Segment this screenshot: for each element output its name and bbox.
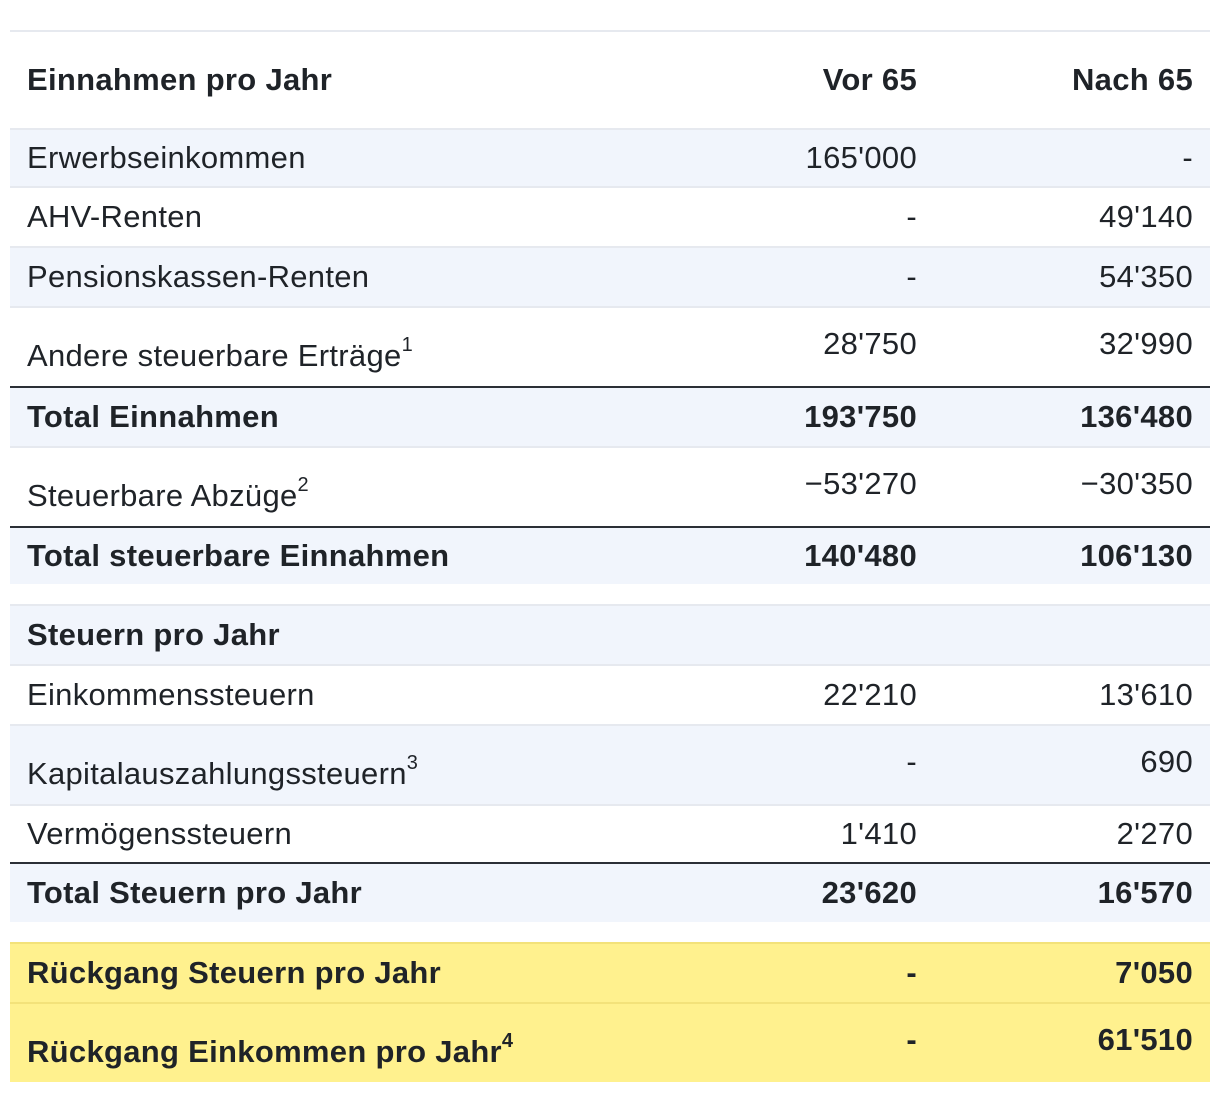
row-value-after: 61'510 [1097, 1022, 1193, 1057]
row-value-before: - [906, 199, 917, 234]
row-value-after: −30'350 [1080, 466, 1193, 501]
row-value-before: 28'750 [823, 326, 917, 361]
row-label: Vermögenssteuern [27, 816, 293, 851]
row-label: Total Steuern pro Jahr [27, 875, 363, 910]
total-row: Total Steuern pro Jahr 23'620 16'570 [10, 862, 1210, 922]
table-row: Kapitalauszahlungssteuern3 - 690 [10, 724, 1210, 804]
table-row: Einkommenssteuern 22'210 13'610 [10, 664, 1210, 724]
row-value-after: 7'050 [1115, 955, 1193, 990]
row-label: Erwerbseinkommen [27, 140, 306, 175]
row-value-after: 690 [1140, 744, 1193, 779]
row-value-after: 106'130 [1080, 538, 1193, 573]
row-label: Rückgang Einkommen pro Jahr4 [27, 1030, 513, 1070]
table-row: Andere steuerbare Erträge1 28'750 32'990 [10, 306, 1210, 386]
row-value-after: 54'350 [1099, 259, 1193, 294]
section-gap [10, 922, 1210, 942]
header-label: Einnahmen pro Jahr [27, 62, 333, 97]
row-label: Steuerbare Abzüge2 [27, 474, 309, 514]
table-row: AHV-Renten - 49'140 [10, 186, 1210, 246]
row-value-after: 49'140 [1099, 199, 1193, 234]
row-value-before: - [906, 1022, 917, 1057]
row-value-before: 23'620 [821, 875, 917, 910]
row-value-before: - [906, 744, 917, 779]
table-row: Pensionskassen-Renten - 54'350 [10, 246, 1210, 306]
tax-comparison-table: Einnahmen pro Jahr Vor 65 Nach 65 Erwerb… [10, 30, 1210, 1082]
row-value-after: 136'480 [1080, 399, 1193, 434]
table-header: Einnahmen pro Jahr Vor 65 Nach 65 [10, 30, 1210, 128]
section-gap [10, 584, 1210, 604]
row-value-before: - [906, 955, 917, 990]
footnote-marker: 2 [297, 474, 309, 496]
row-value-after: 16'570 [1097, 875, 1193, 910]
row-value-after: 2'270 [1116, 816, 1193, 851]
highlight-row: Rückgang Steuern pro Jahr - 7'050 [10, 942, 1210, 1002]
total-row: Total steuerbare Einnahmen 140'480 106'1… [10, 526, 1210, 584]
row-value-before: 193'750 [804, 399, 917, 434]
row-value-before: −53'270 [804, 466, 917, 501]
row-value-after: 13'610 [1099, 677, 1193, 712]
table-row: Vermögenssteuern 1'410 2'270 [10, 804, 1210, 862]
row-label: Total steuerbare Einnahmen [27, 538, 450, 573]
row-label: Rückgang Steuern pro Jahr [27, 955, 442, 990]
row-label: Kapitalauszahlungssteuern3 [27, 752, 418, 792]
header-col-after: Nach 65 [1072, 62, 1193, 97]
row-value-after: - [1182, 140, 1193, 175]
row-value-before: 140'480 [804, 538, 917, 573]
row-value-before: - [906, 259, 917, 294]
row-label: Pensionskassen-Renten [27, 259, 370, 294]
section-header: Steuern pro Jahr [10, 604, 1210, 664]
footnote-marker: 3 [406, 752, 419, 774]
row-value-before: 22'210 [823, 677, 917, 712]
row-label: AHV-Renten [27, 199, 203, 234]
table-row: Steuerbare Abzüge2 −53'270 −30'350 [10, 446, 1210, 526]
row-label: Total Einnahmen [27, 399, 279, 434]
row-label: Andere steuerbare Erträge1 [27, 334, 413, 374]
row-label-text: Steuerbare Abzüge [27, 478, 298, 513]
row-label-text: Kapitalauszahlungssteuern [27, 756, 407, 791]
row-label: Einkommenssteuern [27, 677, 315, 712]
header-col-before: Vor 65 [822, 62, 917, 97]
footnote-marker: 1 [401, 334, 413, 356]
highlight-row: Rückgang Einkommen pro Jahr4 - 61'510 [10, 1002, 1210, 1082]
footnote-marker: 4 [501, 1030, 514, 1052]
section-title: Steuern pro Jahr [27, 617, 280, 652]
row-value-before: 165'000 [805, 140, 917, 175]
table-row: Erwerbseinkommen 165'000 - [10, 128, 1210, 186]
row-value-before: 1'410 [840, 816, 917, 851]
row-label-text: Andere steuerbare Erträge [27, 338, 402, 373]
row-value-after: 32'990 [1099, 326, 1193, 361]
total-row: Total Einnahmen 193'750 136'480 [10, 386, 1210, 446]
row-label-text: Rückgang Einkommen pro Jahr [27, 1034, 502, 1069]
